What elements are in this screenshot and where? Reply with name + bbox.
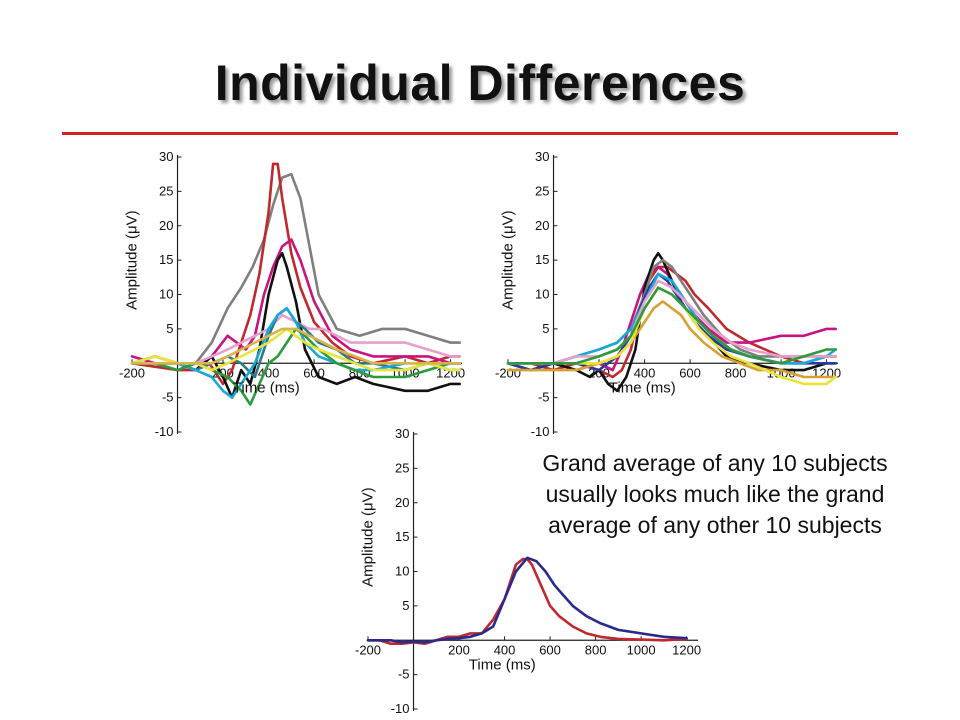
x-tick-label: 800 [725, 365, 747, 380]
series-line [366, 556, 688, 644]
slide-title: Individual Differences [214, 55, 746, 111]
y-tick-label: 30 [159, 149, 173, 164]
y-tick-label: 15 [159, 252, 173, 267]
x-tick-label: 800 [585, 642, 607, 657]
y-tick-label: 15 [395, 529, 409, 544]
x-tick-label: -200 [119, 365, 145, 380]
series-line [506, 286, 837, 365]
title-divider [62, 132, 898, 135]
y-tick-label: -5 [538, 390, 550, 405]
y-tick-label: 25 [535, 183, 549, 198]
series-line [506, 300, 837, 379]
y-axis-label: Amplitude (μV) [124, 210, 141, 310]
note-line: average of any other 10 subjects [548, 512, 882, 538]
y-tick-label: 5 [166, 321, 173, 336]
y-tick-label: 20 [395, 495, 409, 510]
x-tick-label: 600 [539, 642, 561, 657]
y-tick-label: -10 [391, 701, 410, 716]
y-tick-label: 10 [395, 564, 409, 579]
y-tick-label: -10 [155, 424, 174, 439]
series-line [130, 327, 461, 365]
y-tick-label: 30 [535, 149, 549, 164]
x-tick-label: 200 [448, 642, 470, 657]
series-line [506, 279, 837, 365]
y-tick-label: -5 [162, 390, 174, 405]
y-tick-label: -10 [531, 424, 550, 439]
x-tick-label: 400 [634, 365, 656, 380]
y-axis-label: Amplitude (μV) [500, 210, 517, 310]
erp-chart-grand-averages: -10 -5 5 10 15 20 25 30 -200 200 400 600 800 1000 1200… [355, 426, 701, 716]
y-tick-label: -5 [398, 667, 410, 682]
series-line [130, 162, 461, 386]
x-axis-label: Time (ms) [233, 379, 300, 396]
note-line: usually looks much like the grand [545, 481, 885, 507]
x-tick-label: -200 [495, 365, 521, 380]
y-tick-label: 5 [402, 598, 409, 613]
y-tick-label: 20 [535, 218, 549, 233]
series-line [130, 172, 461, 372]
grand-average-note: Grand average of any 10 subjects usually… [500, 448, 930, 541]
y-tick-label: 10 [159, 287, 173, 302]
x-tick-label: 600 [679, 365, 701, 380]
series-line [506, 258, 837, 365]
series-line [130, 307, 461, 399]
x-tick-label: -200 [355, 642, 381, 657]
x-axis-label: Time (ms) [609, 379, 676, 396]
y-tick-label: 15 [535, 252, 549, 267]
x-tick-label: 1000 [627, 642, 656, 657]
y-tick-label: 5 [542, 321, 549, 336]
note-line: Grand average of any 10 subjects [542, 450, 888, 476]
x-axis-label: Time (ms) [469, 656, 536, 673]
x-tick-label: 1200 [672, 642, 701, 657]
x-tick-label: 400 [494, 642, 516, 657]
y-tick-label: 30 [395, 426, 409, 441]
y-tick-label: 25 [159, 183, 173, 198]
y-tick-label: 25 [395, 460, 409, 475]
y-tick-label: 10 [535, 287, 549, 302]
y-tick-label: 20 [159, 218, 173, 233]
y-axis-label: Amplitude (μV) [360, 487, 377, 587]
